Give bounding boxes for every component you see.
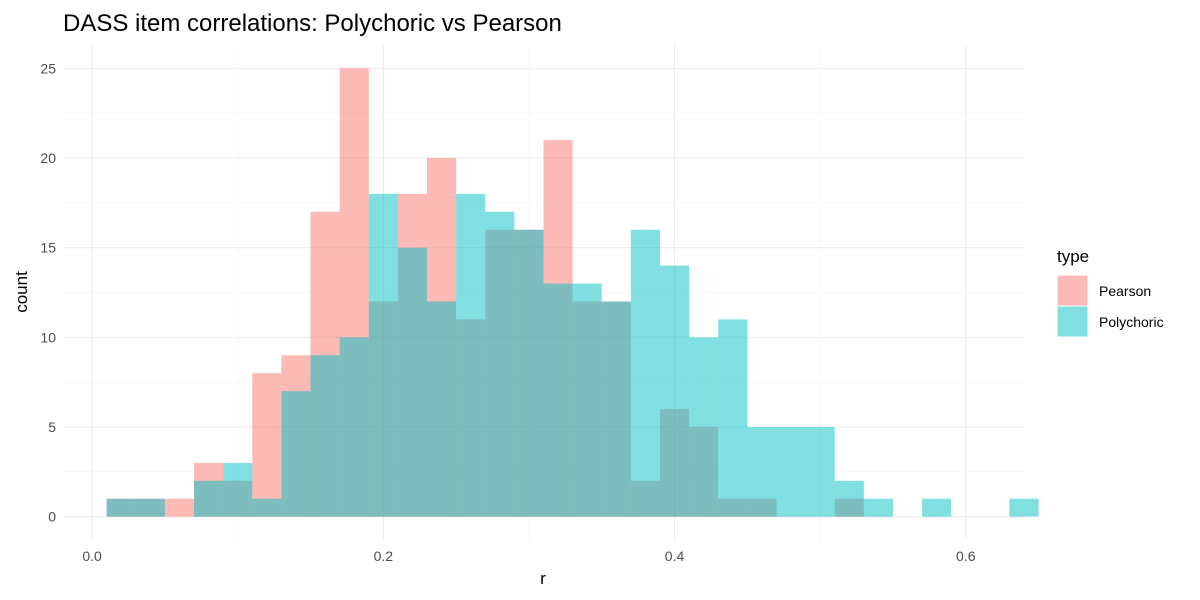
polychoric-bar xyxy=(659,265,690,517)
polychoric-bar xyxy=(252,498,282,517)
polychoric-bar xyxy=(223,462,253,517)
y-tick-label: 10 xyxy=(40,329,56,345)
y-tick-label: 0 xyxy=(48,509,56,525)
y-tick-label: 20 xyxy=(40,150,56,166)
polychoric-bar xyxy=(397,247,428,517)
polychoric-bar xyxy=(805,427,835,517)
legend-label-pearson: Pearson xyxy=(1099,283,1151,299)
polychoric-bar xyxy=(572,283,602,517)
polychoric-bar xyxy=(776,427,806,517)
x-tick-label: 0.2 xyxy=(374,548,394,564)
y-tick-label: 5 xyxy=(48,419,56,435)
polychoric-bar xyxy=(456,193,486,517)
y-tick-label: 15 xyxy=(40,240,56,256)
legend-swatch-polychoric xyxy=(1057,306,1088,337)
polychoric-bar xyxy=(310,355,340,517)
polychoric-bar xyxy=(485,211,515,517)
polychoric-bar xyxy=(689,337,719,517)
legend-title: type xyxy=(1057,247,1089,266)
polychoric-bar xyxy=(194,480,224,517)
polychoric-series xyxy=(106,193,1039,517)
y-tick-label: 25 xyxy=(40,60,56,76)
polychoric-bar xyxy=(863,498,893,517)
legend-swatch-pearson xyxy=(1057,275,1088,306)
legend-label-polychoric: Polychoric xyxy=(1099,314,1164,330)
pearson-bar xyxy=(164,498,195,517)
y-axis-title: count xyxy=(12,271,31,313)
polychoric-bar xyxy=(368,193,398,517)
polychoric-bar xyxy=(427,301,457,517)
polychoric-bar xyxy=(718,319,748,517)
y-axis-ticks: 0 5 10 15 20 25 xyxy=(40,60,56,524)
polychoric-bar xyxy=(281,391,311,517)
x-tick-label: 0.0 xyxy=(82,548,102,564)
polychoric-bar xyxy=(630,229,660,517)
polychoric-bar xyxy=(834,480,864,517)
polychoric-bar xyxy=(135,498,165,517)
x-tick-label: 0.4 xyxy=(665,548,685,564)
pearson-bar xyxy=(252,373,282,517)
polychoric-bar xyxy=(601,301,631,517)
polychoric-bar xyxy=(1009,498,1039,517)
x-axis-ticks: 0.0 0.2 0.4 0.6 xyxy=(82,548,975,564)
legend: type Pearson Polychoric xyxy=(1057,247,1164,337)
polychoric-bar xyxy=(339,337,369,517)
polychoric-bar xyxy=(106,498,136,517)
polychoric-bar xyxy=(747,427,777,517)
bars-layer xyxy=(106,68,1039,517)
polychoric-bar xyxy=(514,229,544,517)
x-axis-title: r xyxy=(540,569,546,588)
x-tick-label: 0.6 xyxy=(956,548,976,564)
polychoric-bar xyxy=(922,498,952,517)
polychoric-bar xyxy=(543,283,573,517)
chart-title: DASS item correlations: Polychoric vs Pe… xyxy=(63,10,562,37)
